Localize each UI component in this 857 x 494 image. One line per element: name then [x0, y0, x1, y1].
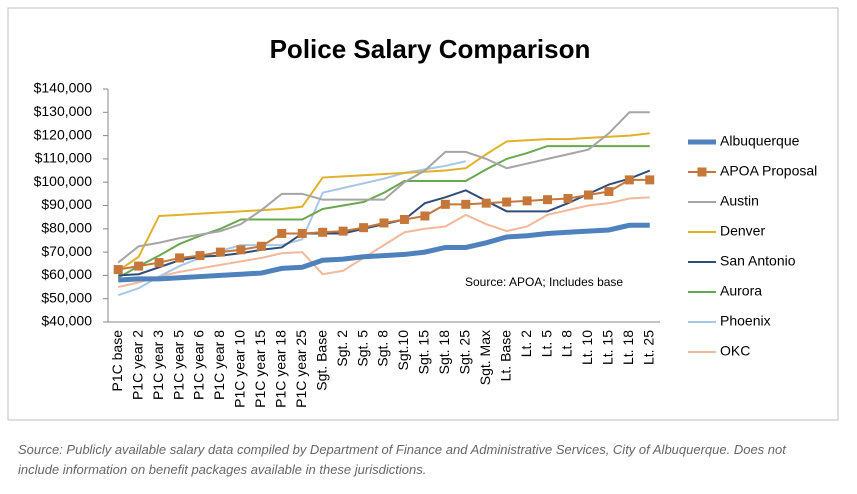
point-marker	[624, 175, 634, 185]
legend-label: San Antonio	[720, 253, 796, 269]
point-marker	[256, 241, 266, 251]
point-marker	[338, 226, 348, 236]
chart-title: Police Salary Comparison	[270, 34, 591, 64]
point-marker	[215, 247, 225, 257]
x-tick-label: P1C year 15	[252, 330, 268, 408]
x-tick-label: P1C year 6	[191, 330, 207, 400]
x-tick-label: Sgt.10	[395, 330, 411, 371]
x-tick-label: Lt. 2	[518, 330, 534, 357]
series-line	[117, 196, 650, 289]
chart: Police Salary Comparison Source: APOA; I…	[7, 7, 839, 421]
point-marker	[399, 214, 409, 224]
point-marker	[154, 258, 164, 268]
legend-label: Albuquerque	[720, 133, 800, 149]
x-tick-label: P1C year 3	[150, 330, 166, 400]
point-marker	[113, 265, 123, 275]
point-marker	[543, 195, 553, 205]
point-marker	[379, 218, 389, 228]
y-tick-label: $110,000	[35, 150, 93, 166]
x-tick-label: Sgt. 25	[456, 330, 472, 375]
legend-label: Austin	[720, 193, 759, 209]
point-marker	[645, 175, 655, 185]
y-tick-label: $40,000	[41, 313, 92, 329]
series-line	[118, 222, 650, 283]
x-tick-label: P1C base	[109, 330, 125, 392]
point-marker	[522, 196, 532, 206]
point-marker	[318, 227, 328, 237]
point-marker	[563, 194, 573, 204]
legend-label: OKC	[720, 343, 750, 359]
y-tick-label: $140,000	[34, 80, 93, 96]
legend-label: Phoenix	[720, 313, 771, 329]
point-marker	[175, 253, 185, 263]
x-tick-label: P1C year 10	[232, 330, 248, 408]
series-line	[117, 111, 650, 264]
x-tick-label: Sgt. 15	[416, 330, 432, 375]
point-marker	[420, 211, 430, 221]
x-tick-label: Sgt. 2	[334, 330, 350, 367]
x-tick-label: P1C year 25	[293, 330, 309, 408]
point-marker	[195, 251, 205, 261]
footnote: Source: Publicly available salary data c…	[18, 442, 786, 477]
y-tick-label: $90,000	[41, 196, 92, 212]
point-marker	[583, 190, 593, 200]
x-tick-label: Lt. 5	[538, 330, 554, 357]
point-marker	[604, 187, 614, 197]
y-tick-label: $70,000	[41, 243, 92, 259]
x-tick-label: Sgt. 8	[375, 330, 391, 367]
x-tick-label: P1C year 18	[272, 330, 288, 408]
x-tick-label: Sgt. Max	[477, 330, 493, 385]
series-line	[117, 132, 650, 272]
point-marker	[134, 261, 144, 271]
point-marker	[440, 199, 450, 209]
point-marker	[481, 198, 491, 208]
x-tick-label: Lt. 10	[579, 330, 595, 365]
y-tick-label: $100,000	[34, 173, 93, 189]
x-tick-label: Lt. 25	[640, 330, 656, 365]
y-tick-label: $60,000	[41, 266, 92, 282]
x-tick-label: Lt. Base	[497, 330, 513, 382]
x-tick-label: Sgt. 18	[436, 330, 452, 375]
y-tick-label: $130,000	[34, 103, 93, 119]
legend-label: Aurora	[720, 283, 762, 299]
x-tick-label: Sgt. Base	[313, 330, 329, 391]
annotation-box	[458, 270, 638, 296]
x-tick-label: Lt. 18	[620, 330, 636, 365]
legend-label: APOA Proposal	[720, 163, 817, 179]
point-marker	[297, 228, 307, 238]
x-tick-label: Sgt. 5	[354, 330, 370, 367]
y-tick-label: $50,000	[41, 289, 92, 305]
x-tick-label: P1C year 5	[170, 330, 186, 400]
x-tick-label: Lt. 8	[559, 330, 575, 357]
x-tick-label: Lt. 15	[600, 330, 616, 365]
point-marker	[236, 245, 246, 255]
y-tick-label: $120,000	[34, 126, 93, 142]
legend-label: Denver	[720, 223, 765, 239]
x-tick-label: P1C year 8	[211, 330, 227, 400]
y-tick-label: $80,000	[41, 220, 92, 236]
point-marker	[461, 199, 471, 209]
point-marker	[502, 197, 512, 207]
legend-marker	[697, 167, 707, 177]
annotation: Source: APOA; Includes base	[465, 275, 623, 289]
point-marker	[277, 228, 287, 238]
point-marker	[359, 223, 369, 233]
x-tick-label: P1C year 2	[129, 330, 145, 400]
